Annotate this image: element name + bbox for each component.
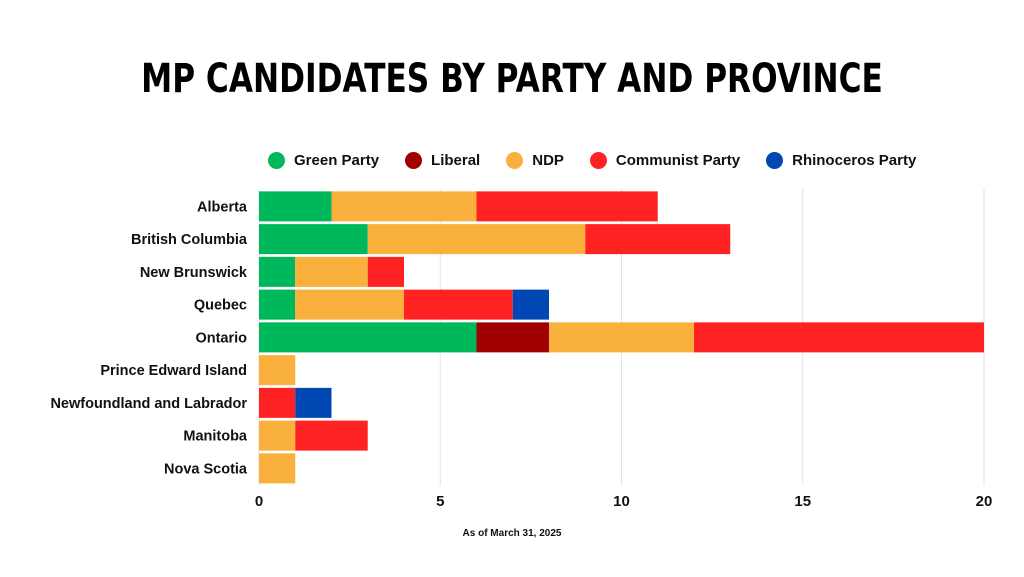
- category-label: Quebec: [194, 298, 247, 314]
- legend: Green Party Liberal NDP Communist Party Rhin…: [268, 148, 942, 172]
- bar-segment: [295, 289, 404, 320]
- bar-segment: [295, 387, 332, 418]
- legend-swatch: [766, 151, 784, 169]
- bar-segment: [259, 256, 296, 287]
- bar-segment: [259, 355, 296, 386]
- category-label: New Brunswick: [140, 265, 248, 281]
- legend-item: Rhinoceros Party: [766, 151, 917, 169]
- bar-segment: [694, 322, 984, 353]
- bar-segment: [512, 289, 549, 320]
- legend-item: Liberal: [405, 151, 481, 169]
- bar-segment: [259, 322, 477, 353]
- bar-segment: [367, 256, 404, 287]
- bar-segment: [259, 191, 332, 222]
- legend-label: Rhinoceros Party: [792, 151, 917, 169]
- legend-label: Liberal: [431, 151, 481, 169]
- x-tick-label: 0: [255, 493, 263, 510]
- bar-segment: [404, 289, 513, 320]
- x-tick-label: 20: [976, 493, 993, 510]
- bar-segment: [259, 387, 296, 418]
- bar-segment: [331, 191, 477, 222]
- bar-segment: [295, 256, 368, 287]
- category-label: Alberta: [197, 199, 248, 215]
- bar-segment: [585, 224, 731, 255]
- x-tick-label: 5: [436, 493, 444, 510]
- category-label: Nova Scotia: [164, 461, 248, 477]
- legend-swatch: [268, 151, 285, 169]
- chart-caption: As of March 31, 2025: [462, 528, 562, 539]
- category-label: Ontario: [195, 330, 247, 346]
- bar-segment: [259, 224, 368, 255]
- legend-label: NDP: [532, 151, 564, 169]
- legend-swatch: [589, 151, 607, 169]
- bar-segment: [295, 420, 368, 451]
- legend-label: Green Party: [294, 151, 380, 169]
- category-label: Manitoba: [183, 429, 248, 445]
- legend-item: NDP: [506, 151, 564, 169]
- bar-segment: [476, 322, 549, 353]
- legend-item: Green Party: [268, 151, 380, 169]
- bar-segment: [476, 191, 658, 222]
- bar-segment: [367, 224, 586, 255]
- legend-item: Communist Party: [589, 151, 741, 169]
- legend-swatch: [405, 151, 423, 169]
- category-label: Prince Edward Island: [100, 363, 247, 379]
- bar-segment: [259, 453, 296, 484]
- x-tick-label: 10: [613, 493, 630, 510]
- bar-segment: [259, 420, 296, 451]
- category-label: British Columbia: [131, 232, 248, 248]
- bar-segment: [549, 322, 694, 353]
- legend-swatch: [506, 151, 524, 169]
- bar-segment: [259, 289, 296, 320]
- legend-label: Communist Party: [615, 151, 741, 169]
- category-label: Newfoundland and Labrador: [50, 396, 247, 412]
- chart-title: MP CANDIDATES BY PARTY AND PROVINCE: [141, 56, 883, 102]
- x-tick-label: 15: [794, 493, 811, 510]
